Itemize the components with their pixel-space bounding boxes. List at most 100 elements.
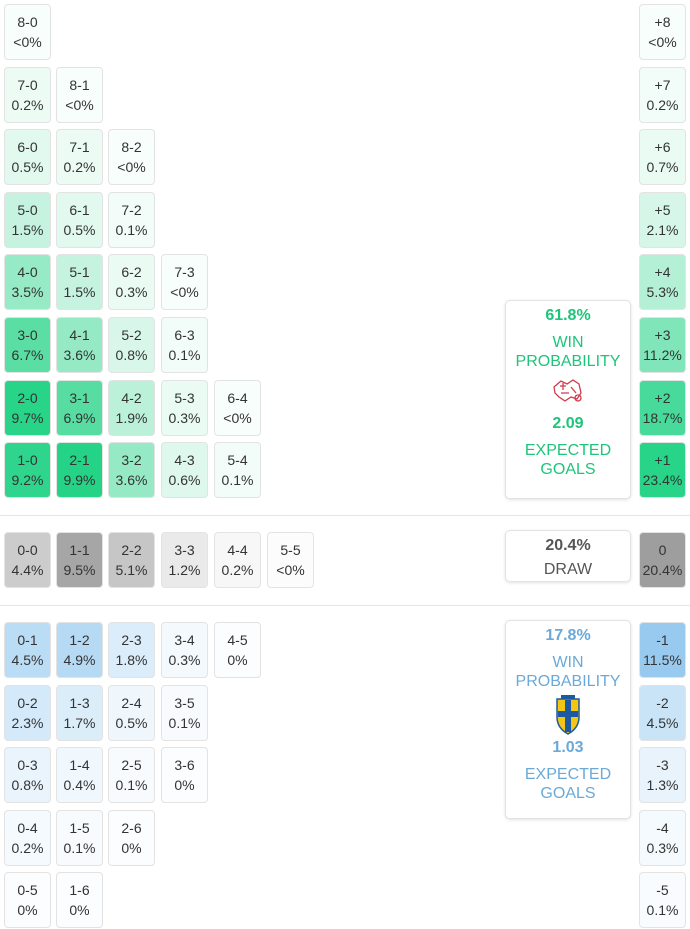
- probability: 1.3%: [646, 777, 679, 793]
- probability: 0.3%: [168, 410, 201, 426]
- probability: 0.1%: [115, 777, 148, 793]
- score-label: 1-5: [69, 820, 90, 836]
- score-label: 1-4: [69, 757, 90, 773]
- score-cell: 5-0 1.5%: [4, 192, 51, 248]
- score-cell: 5-5 <0%: [267, 532, 314, 588]
- score-label: 8-2: [121, 139, 142, 155]
- probability: 1.5%: [63, 284, 96, 300]
- score-label: -4: [656, 820, 669, 836]
- goal-diff-cell: +6 0.7%: [639, 129, 686, 185]
- score-label: 5-3: [174, 390, 195, 406]
- probability: 9.9%: [63, 472, 96, 488]
- score-label: +5: [654, 202, 671, 218]
- away-win-pct: 17.8%: [545, 627, 591, 644]
- goal-diff-cell: -4 0.3%: [639, 810, 686, 866]
- draw-label: DRAW: [543, 561, 593, 578]
- probability: <0%: [13, 34, 42, 50]
- probability: 0%: [69, 902, 90, 918]
- score-label: 0-2: [17, 695, 38, 711]
- probability: 5.1%: [115, 562, 148, 578]
- score-label: 7-0: [17, 77, 38, 93]
- score-label: 0-5: [17, 882, 38, 898]
- probability: 0.5%: [11, 159, 44, 175]
- probability: 18.7%: [642, 410, 683, 426]
- score-cell: 4-0 3.5%: [4, 254, 51, 310]
- score-label: 1-3: [69, 695, 90, 711]
- score-label: 5-0: [17, 202, 38, 218]
- probability: <0%: [276, 562, 305, 578]
- probability: 0%: [17, 902, 38, 918]
- draw-summary-card: 20.4% DRAW: [505, 530, 631, 582]
- score-cell: 3-6 0%: [161, 747, 208, 803]
- probability: 0.8%: [115, 347, 148, 363]
- score-label: 1-6: [69, 882, 90, 898]
- score-label: 0: [658, 542, 667, 558]
- probability: 3.5%: [11, 284, 44, 300]
- score-label: +3: [654, 327, 671, 343]
- probability: <0%: [223, 410, 252, 426]
- probability: 0.2%: [11, 97, 44, 113]
- probability: <0%: [65, 97, 94, 113]
- score-label: +2: [654, 390, 671, 406]
- score-label: 3-3: [174, 542, 195, 558]
- goal-diff-cell: +1 23.4%: [639, 442, 686, 498]
- probability: 0%: [121, 840, 142, 856]
- probability: 0.1%: [221, 472, 254, 488]
- probability: 23.4%: [642, 472, 683, 488]
- probability: 3.6%: [63, 347, 96, 363]
- divider: [0, 515, 690, 516]
- score-cell: 6-4 <0%: [214, 380, 261, 436]
- score-cell: 1-4 0.4%: [56, 747, 103, 803]
- score-label: -5: [656, 882, 669, 898]
- probability: 20.4%: [642, 562, 683, 578]
- probability: 0.3%: [168, 652, 201, 668]
- score-label: +4: [654, 264, 671, 280]
- score-label: 5-5: [280, 542, 301, 558]
- probability: 0.2%: [646, 97, 679, 113]
- score-cell: 8-2 <0%: [108, 129, 155, 185]
- probability: 6.9%: [63, 410, 96, 426]
- score-label: 0-4: [17, 820, 38, 836]
- goal-diff-cell: -5 0.1%: [639, 872, 686, 928]
- score-label: 0-1: [17, 632, 38, 648]
- score-label: 0-0: [17, 542, 38, 558]
- score-label: 3-0: [17, 327, 38, 343]
- score-label: 4-2: [121, 390, 142, 406]
- probability: 0.5%: [63, 222, 96, 238]
- score-label: 2-2: [121, 542, 142, 558]
- xg-label: GOALS: [540, 785, 596, 802]
- score-cell: 3-5 0.1%: [161, 685, 208, 741]
- score-cell: 7-2 0.1%: [108, 192, 155, 248]
- score-label: +8: [654, 14, 671, 30]
- score-cell: 4-5 0%: [214, 622, 261, 678]
- score-cell: 3-1 6.9%: [56, 380, 103, 436]
- probability: 9.5%: [63, 562, 96, 578]
- goal-diff-cell: +3 11.2%: [639, 317, 686, 373]
- score-cell: 6-1 0.5%: [56, 192, 103, 248]
- score-label: 6-1: [69, 202, 90, 218]
- win-label: WIN: [552, 334, 584, 351]
- goal-diff-cell: +4 5.3%: [639, 254, 686, 310]
- away-summary-card: 17.8% WIN PROBABILITY 1.03 EXPECTED GOAL…: [505, 620, 631, 819]
- xg-label: GOALS: [540, 461, 596, 478]
- score-cell: 2-1 9.9%: [56, 442, 103, 498]
- score-cell: 2-4 0.5%: [108, 685, 155, 741]
- score-label: 1-1: [69, 542, 90, 558]
- score-cell: 1-3 1.7%: [56, 685, 103, 741]
- goal-diff-cell: 0 20.4%: [639, 532, 686, 588]
- divider: [0, 605, 690, 606]
- probability: 2.1%: [646, 222, 679, 238]
- probability: 1.2%: [168, 562, 201, 578]
- score-label: 3-1: [69, 390, 90, 406]
- score-cell: 4-4 0.2%: [214, 532, 261, 588]
- probability: 4.5%: [646, 715, 679, 731]
- switzerland-crest-icon: [506, 375, 630, 413]
- score-label: 7-1: [69, 139, 90, 155]
- probability: 0%: [227, 652, 248, 668]
- win-label: PROBABILITY: [515, 353, 621, 370]
- probability: 3.6%: [115, 472, 148, 488]
- home-win-pct: 61.8%: [545, 307, 591, 324]
- goal-diff-cell: -1 11.5%: [639, 622, 686, 678]
- probability: <0%: [648, 34, 677, 50]
- goal-diff-cell: +7 0.2%: [639, 67, 686, 123]
